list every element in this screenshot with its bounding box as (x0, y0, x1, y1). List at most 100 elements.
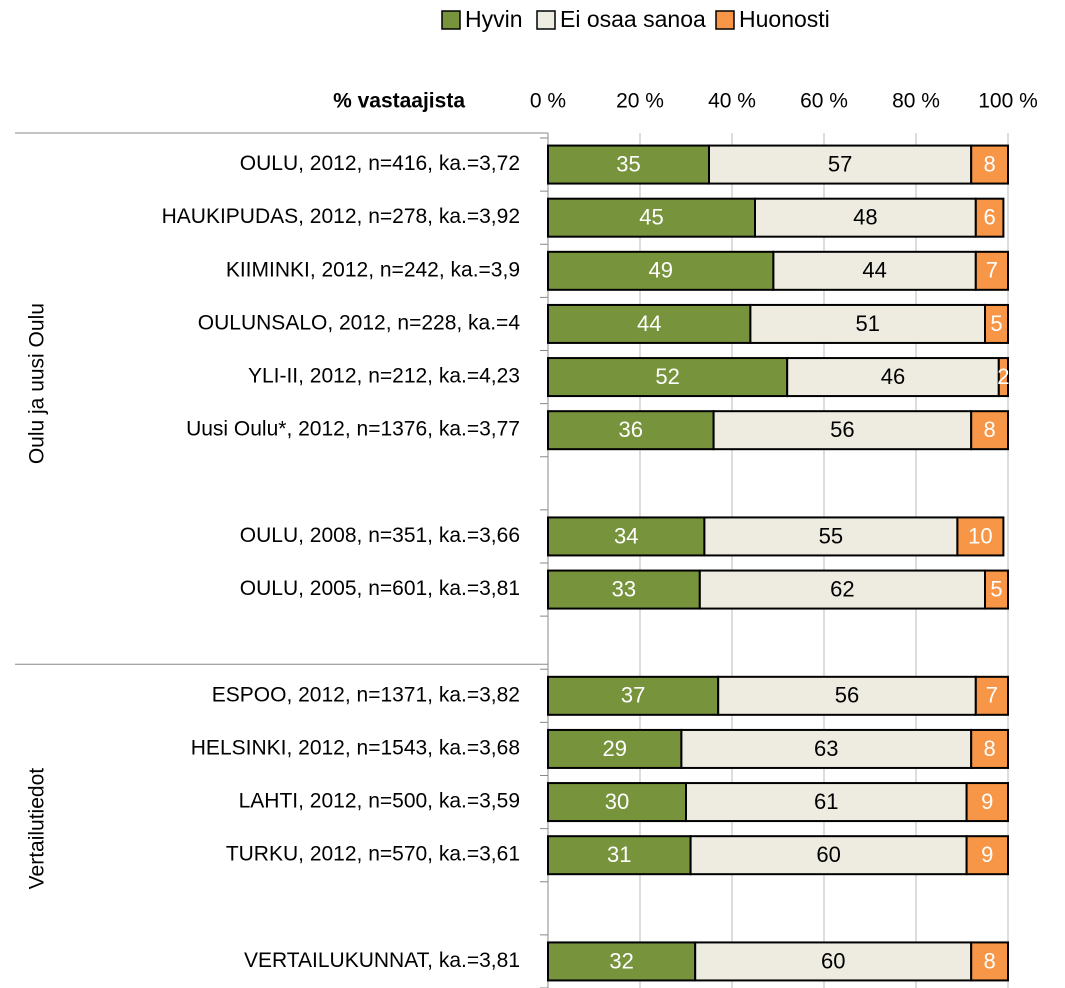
data-label: 6 (983, 205, 995, 230)
category-label: ESPOO, 2012, n=1371, ka.=3,82 (212, 683, 520, 706)
data-label: 60 (821, 948, 845, 973)
bar-segment (772, 250, 977, 291)
data-label: 31 (607, 842, 631, 867)
category-label: OULUNSALO, 2012, n=228, ka.=4 (198, 311, 521, 334)
category-label: LAHTI, 2012, n=500, ka.=3,59 (239, 790, 520, 813)
data-label: 8 (983, 417, 995, 442)
data-label: 2 (997, 364, 1009, 389)
data-label: 29 (602, 736, 626, 761)
group-label: Oulu ja uusi Oulu (26, 303, 49, 464)
bar-segment (698, 569, 986, 610)
x-tick-label: 0 % (530, 90, 566, 113)
bar-segment (717, 675, 977, 716)
data-label: 33 (612, 576, 636, 601)
bar-segment (547, 303, 752, 344)
data-label: 60 (816, 842, 840, 867)
data-label: 44 (637, 311, 661, 336)
data-label: 34 (614, 523, 638, 548)
x-tick-label: 60 % (800, 90, 848, 113)
category-label: OULU, 2005, n=601, ka.=3,81 (240, 577, 520, 600)
x-tick-label: 20 % (616, 90, 664, 113)
data-label: 62 (830, 576, 854, 601)
category-label: OULU, 2008, n=351, ka.=3,66 (240, 524, 520, 547)
bar-segment (956, 516, 1005, 557)
bar-segment (547, 941, 697, 982)
data-label: 32 (609, 948, 633, 973)
bar-segment (689, 835, 968, 876)
data-label: 55 (819, 523, 843, 548)
bar-segment (997, 357, 1009, 398)
data-label: 49 (648, 258, 672, 283)
bar-segment (984, 569, 1009, 610)
x-tick-label: 40 % (708, 90, 756, 113)
bar-segment (749, 303, 987, 344)
legend-label: Huonosti (739, 6, 830, 32)
data-label: 52 (655, 364, 679, 389)
bar-segment (547, 782, 687, 823)
bar-segment (974, 250, 1009, 291)
data-label: 5 (990, 311, 1002, 336)
data-label: 48 (853, 205, 877, 230)
category-label: HAUKIPUDAS, 2012, n=278, ka.=3,92 (162, 205, 520, 228)
legend-swatch (441, 10, 461, 30)
bar-segment (974, 197, 1005, 238)
category-label: OULU, 2012, n=416, ka.=3,72 (240, 152, 520, 175)
category-label: Uusi Oulu*, 2012, n=1376, ka.=3,77 (186, 418, 520, 441)
bar-segment (547, 410, 715, 451)
category-label: TURKU, 2012, n=570, ka.=3,61 (226, 843, 520, 866)
data-label: 61 (814, 789, 838, 814)
data-label: 56 (835, 683, 859, 708)
category-label: VERTAILUKUNNAT, ka.=3,81 (244, 949, 520, 972)
data-label: 63 (814, 736, 838, 761)
category-label: KIIMINKI, 2012, n=242, ka.=3,9 (226, 258, 520, 281)
bar-segment (970, 144, 1010, 185)
bar-segment (970, 728, 1010, 769)
data-label: 37 (621, 683, 645, 708)
data-label: 8 (983, 151, 995, 176)
bar-segment (547, 357, 789, 398)
legend-swatch (536, 10, 556, 30)
bar-segment (547, 197, 756, 238)
data-label: 9 (981, 842, 993, 867)
data-label: 51 (855, 311, 879, 336)
data-label: 7 (986, 683, 998, 708)
bar-segment (970, 410, 1010, 451)
bar-segment (547, 144, 710, 185)
data-label: 30 (605, 789, 629, 814)
bar-segment (694, 941, 973, 982)
category-label: HELSINKI, 2012, n=1543, ka.=3,68 (191, 736, 520, 759)
bar-segment (965, 835, 1009, 876)
data-label: 8 (983, 736, 995, 761)
data-label: 5 (990, 576, 1002, 601)
bar-segment (547, 675, 720, 716)
bar-segment (712, 410, 973, 451)
bar-segment (974, 675, 1009, 716)
bar-segment (984, 303, 1009, 344)
category-label: YLI-II, 2012, n=212, ka.=4,23 (248, 365, 520, 388)
group-label: Vertailutiedot (26, 768, 49, 890)
bar-segment (547, 516, 706, 557)
data-label: 57 (828, 151, 852, 176)
legend-swatch (715, 10, 735, 30)
data-label: 56 (830, 417, 854, 442)
bar-segment (786, 357, 1000, 398)
axis-label: % vastaajista (333, 90, 465, 113)
legend-label: Hyvin (465, 6, 523, 32)
data-label: 45 (639, 205, 663, 230)
bar-segment (965, 782, 1009, 823)
x-tick-label: 80 % (892, 90, 940, 113)
data-label: 44 (862, 258, 886, 283)
bar-segment (970, 941, 1010, 982)
data-label: 35 (616, 151, 640, 176)
data-label: 10 (968, 523, 992, 548)
data-label: 9 (981, 789, 993, 814)
bar-segment (708, 144, 973, 185)
data-label: 8 (983, 948, 995, 973)
data-label: 36 (619, 417, 643, 442)
legend-label: Ei osaa sanoa (560, 6, 706, 32)
data-label: 46 (881, 364, 905, 389)
bar-segment (547, 569, 701, 610)
bar-segment (703, 516, 959, 557)
x-tick-label: 100 % (978, 90, 1038, 113)
